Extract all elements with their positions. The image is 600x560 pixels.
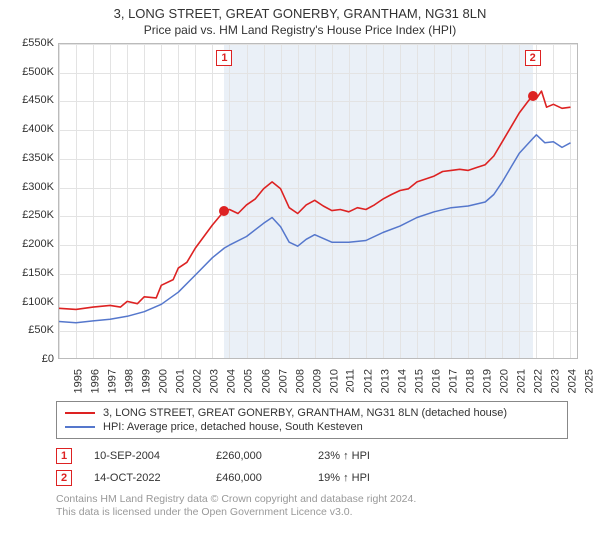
y-axis-tick-label: £400K xyxy=(10,123,54,135)
x-axis-tick-label: 2023 xyxy=(550,369,562,393)
y-axis-tick-label: £450K xyxy=(10,94,54,106)
y-axis-tick-label: £150K xyxy=(10,267,54,279)
y-axis-tick-label: £100K xyxy=(10,296,54,308)
series-property xyxy=(59,91,571,309)
transaction-tag: 1 xyxy=(56,448,72,464)
x-axis-tick-label: 2003 xyxy=(209,369,221,393)
legend-label-property: 3, LONG STREET, GREAT GONERBY, GRANTHAM,… xyxy=(103,407,507,419)
x-axis-tick-label: 2001 xyxy=(175,369,187,393)
transaction-marker xyxy=(528,91,538,101)
chart-svg xyxy=(59,44,578,359)
x-axis-tick-label: 1996 xyxy=(90,369,102,393)
legend-item-property: 3, LONG STREET, GREAT GONERBY, GRANTHAM,… xyxy=(65,406,559,420)
transaction-marker-tag: 1 xyxy=(216,50,232,66)
x-axis-tick-label: 2014 xyxy=(396,369,408,393)
x-axis-tick-label: 1998 xyxy=(124,369,136,393)
x-axis-tick-label: 2009 xyxy=(311,369,323,393)
transaction-table: 1 10-SEP-2004 £260,000 23% ↑ HPI 2 14-OC… xyxy=(56,445,568,489)
transaction-hpi: 23% ↑ HPI xyxy=(318,450,418,462)
transaction-hpi: 19% ↑ HPI xyxy=(318,472,418,484)
footnote: Contains HM Land Registry data © Crown c… xyxy=(56,493,568,519)
series-hpi xyxy=(59,135,571,323)
x-axis-tick-label: 2012 xyxy=(362,369,374,393)
x-axis-tick-label: 1997 xyxy=(107,369,119,393)
y-axis-tick-label: £0 xyxy=(10,353,54,365)
y-axis-tick-label: £550K xyxy=(10,37,54,49)
chart-title-line1: 3, LONG STREET, GREAT GONERBY, GRANTHAM,… xyxy=(10,6,590,21)
y-axis-tick-label: £500K xyxy=(10,66,54,78)
x-axis-tick-label: 2007 xyxy=(277,369,289,393)
legend-swatch-property xyxy=(65,412,95,414)
transaction-row: 1 10-SEP-2004 £260,000 23% ↑ HPI xyxy=(56,445,568,467)
transaction-marker-tag: 2 xyxy=(525,50,541,66)
x-axis-tick-label: 2019 xyxy=(482,369,494,393)
x-axis-tick-label: 2002 xyxy=(192,369,204,393)
transaction-date: 14-OCT-2022 xyxy=(94,472,194,484)
x-axis-tick-label: 2015 xyxy=(413,369,425,393)
x-axis-tick-label: 2013 xyxy=(379,369,391,393)
x-axis-tick-label: 1999 xyxy=(141,369,153,393)
x-axis-tick-label: 2000 xyxy=(158,369,170,393)
x-axis-tick-label: 2008 xyxy=(294,369,306,393)
transaction-price: £460,000 xyxy=(216,472,296,484)
x-axis-tick-label: 2021 xyxy=(516,369,528,393)
y-axis-tick-label: £300K xyxy=(10,181,54,193)
x-axis-tick-label: 2011 xyxy=(344,369,356,393)
transaction-date: 10-SEP-2004 xyxy=(94,450,194,462)
footnote-line2: This data is licensed under the Open Gov… xyxy=(56,506,353,518)
transaction-row: 2 14-OCT-2022 £460,000 19% ↑ HPI xyxy=(56,467,568,489)
x-axis-tick-label: 2010 xyxy=(328,369,340,393)
x-axis-tick-label: 2022 xyxy=(533,369,545,393)
y-axis-tick-label: £250K xyxy=(10,209,54,221)
legend: 3, LONG STREET, GREAT GONERBY, GRANTHAM,… xyxy=(56,401,568,439)
x-axis-tick-label: 2017 xyxy=(448,369,460,393)
x-axis-tick-label: 2005 xyxy=(243,369,255,393)
price-chart: 12£0£50K£100K£150K£200K£250K£300K£350K£4… xyxy=(10,43,590,395)
legend-label-hpi: HPI: Average price, detached house, Sout… xyxy=(103,421,363,433)
chart-title-block: 3, LONG STREET, GREAT GONERBY, GRANTHAM,… xyxy=(0,0,600,39)
chart-title-line2: Price paid vs. HM Land Registry's House … xyxy=(10,23,590,37)
legend-swatch-hpi xyxy=(65,426,95,428)
x-axis-tick-label: 2016 xyxy=(431,369,443,393)
legend-item-hpi: HPI: Average price, detached house, Sout… xyxy=(65,420,559,434)
footnote-line1: Contains HM Land Registry data © Crown c… xyxy=(56,493,416,505)
y-axis-tick-label: £200K xyxy=(10,238,54,250)
transaction-price: £260,000 xyxy=(216,450,296,462)
y-axis-tick-label: £50K xyxy=(10,324,54,336)
x-axis-tick-label: 2006 xyxy=(260,369,272,393)
transaction-marker xyxy=(219,206,229,216)
x-axis-tick-label: 2018 xyxy=(465,369,477,393)
transaction-tag: 2 xyxy=(56,470,72,486)
y-axis-tick-label: £350K xyxy=(10,152,54,164)
x-axis-tick-label: 2020 xyxy=(499,369,511,393)
x-axis-tick-label: 1995 xyxy=(72,369,84,393)
plot-area: 12 xyxy=(58,43,578,359)
x-axis-tick-label: 2025 xyxy=(584,369,596,393)
x-axis-tick-label: 2004 xyxy=(226,369,238,393)
x-axis-tick-label: 2024 xyxy=(567,369,579,393)
